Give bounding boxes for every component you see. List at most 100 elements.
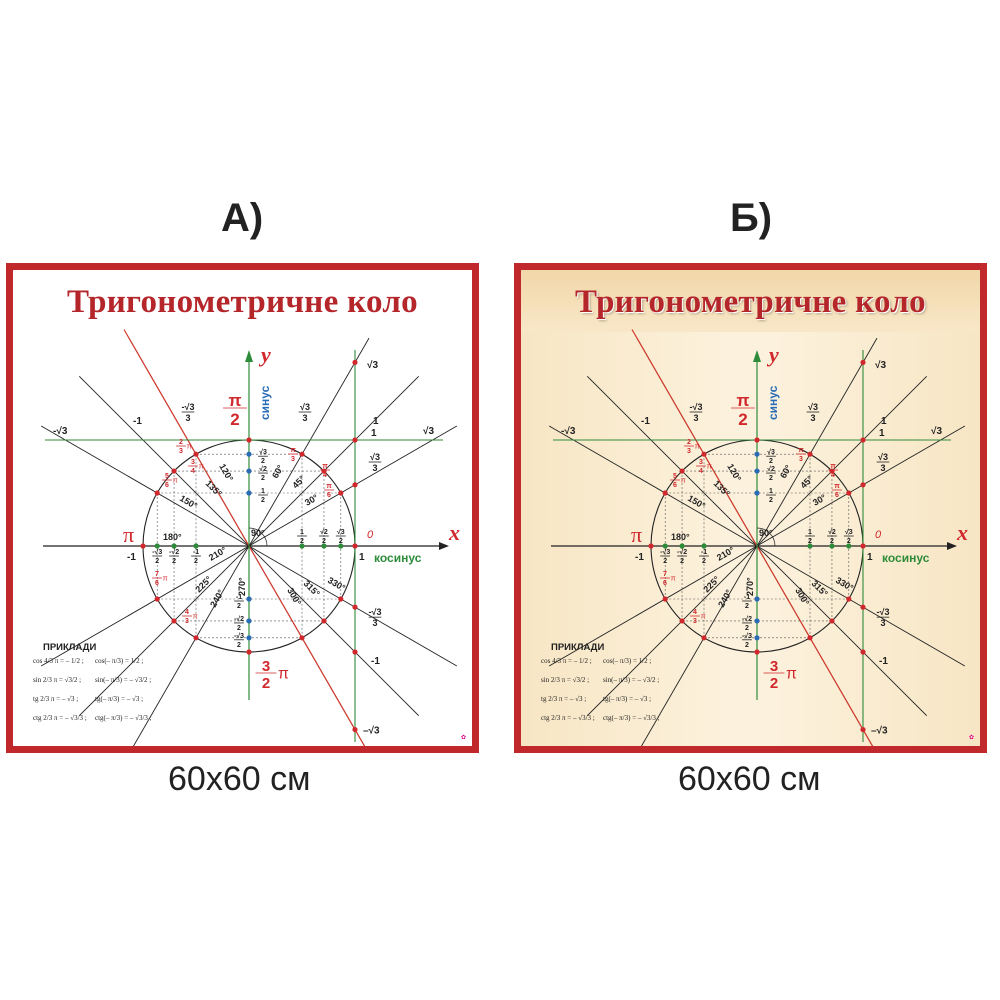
cosine-value-label-den: 2 xyxy=(322,538,326,545)
degree-label: 180° xyxy=(671,532,690,542)
cosine-value-point xyxy=(338,543,344,549)
half-pi-label-num: π xyxy=(228,391,241,410)
cosine-value-label: -12 xyxy=(191,549,201,565)
degree-label: 300° xyxy=(793,586,811,607)
sine-value-label: √22 xyxy=(258,465,268,482)
circle-point xyxy=(193,635,199,641)
tan-label-num: -√3 xyxy=(369,607,382,617)
radian-label: 7 6π xyxy=(152,571,168,587)
circle-point xyxy=(246,437,252,443)
circle-point xyxy=(338,596,344,602)
tan-point xyxy=(860,437,866,443)
circle-point xyxy=(648,543,654,549)
radian-label-den: 6 xyxy=(155,580,159,587)
sine-value-label-num: √2 xyxy=(259,465,267,473)
poster-title: Тригонометричне коло xyxy=(67,284,418,320)
cot-label: -1 xyxy=(641,416,650,427)
radian-label: 2 3π xyxy=(176,439,192,455)
cosine-value-label: -12 xyxy=(699,549,709,565)
degree-label: 180° xyxy=(163,532,182,542)
cosine-value-label-num: -1 xyxy=(701,549,707,556)
x-axis-label: x xyxy=(448,520,460,545)
example-formula: ctg(– π/3) = – √3/3 ; xyxy=(95,714,152,722)
sine-value-label: √32 xyxy=(258,448,268,465)
radian-label-num: 3 xyxy=(191,459,195,466)
radian-label-num: 3 xyxy=(699,459,703,466)
degree-label: 120° xyxy=(725,462,743,483)
tan-label: 1 xyxy=(879,428,885,439)
trig-circle-diagram: xy0π1-1синускосинусπ232π30°45°60°90°120°… xyxy=(548,329,968,746)
radian-label: π4 xyxy=(828,463,838,479)
x-one-label: 1 xyxy=(359,552,365,563)
circle-point xyxy=(299,451,305,457)
circle-point xyxy=(846,490,852,496)
sine-value-point xyxy=(754,596,760,602)
cosine-value-label-den: 2 xyxy=(680,558,684,565)
sine-value-point xyxy=(246,468,252,474)
poster-variant-b: Тригонометричне коло x y 0 π 1 -1 синус косинус… xyxy=(514,263,987,753)
cot-label: √3 xyxy=(423,426,434,437)
radian-label: 4 3π xyxy=(182,609,198,625)
cosine-value-label: -√22 xyxy=(677,548,687,565)
tan-point xyxy=(352,482,358,488)
example-row: sin 2/3 π = √3/2 ; sin(– π/3) = – √3/2 ; xyxy=(33,676,168,695)
example-row: cos 4/3 π = – 1/2 ; cos(– π/3) = 1/2 ; xyxy=(541,657,676,676)
example-formula: ctg(– π/3) = – √3/3 ; xyxy=(603,714,660,722)
tan-label: –√3 xyxy=(871,726,888,737)
three-half-pi-label: 32π xyxy=(763,658,797,692)
sine-value-label-num: 1 xyxy=(261,488,265,495)
half-pi-label: π2 xyxy=(223,391,247,429)
y-axis-label: y xyxy=(258,342,271,367)
sine-value-label: -√22 xyxy=(234,615,244,632)
tan-label: √3 xyxy=(367,360,378,371)
sine-value-point xyxy=(246,635,252,641)
cot-label-den: 3 xyxy=(185,413,190,423)
radian-label-num: π xyxy=(830,463,836,470)
degree-label: 90° xyxy=(251,528,265,538)
circle-point xyxy=(352,543,358,549)
degree-label: 300° xyxy=(285,586,303,607)
sine-value-point xyxy=(246,490,252,496)
cot-label: √33 xyxy=(806,402,820,423)
radian-label-num: π xyxy=(322,463,328,470)
radian-label-num: π xyxy=(834,483,840,490)
radian-label-sym: π xyxy=(707,461,712,470)
tan-point xyxy=(352,726,358,733)
cosine-value-label-den: 2 xyxy=(155,558,159,565)
degree-label: 135° xyxy=(712,478,733,499)
circle-point xyxy=(154,490,160,496)
radian-label-num: π xyxy=(290,447,296,454)
tan-label: √33 xyxy=(368,452,382,473)
sine-value-label: 12 xyxy=(258,488,268,504)
cosine-value-label: 12 xyxy=(805,529,815,545)
circle-point xyxy=(662,596,668,602)
cosine-value-label-den: 2 xyxy=(808,538,812,545)
cosine-value-label-num: -√3 xyxy=(660,548,670,556)
cosine-value-point xyxy=(679,543,685,549)
cosine-value-point xyxy=(701,543,707,549)
sine-value-label-den: 2 xyxy=(237,642,241,649)
radian-label-den: 3 xyxy=(799,456,803,463)
radian-label-sym: π xyxy=(193,611,198,620)
radian-label-num: 4 xyxy=(693,609,697,616)
sine-value-label: -√22 xyxy=(742,615,752,632)
degree-label: 45° xyxy=(290,473,307,490)
radian-label-sym: π xyxy=(681,475,686,484)
tan-label-num: √3 xyxy=(878,452,888,462)
sine-value-point xyxy=(246,451,252,457)
degree-label: 315° xyxy=(302,578,323,599)
circle-point xyxy=(701,635,707,641)
three-half-pi-label-den: 2 xyxy=(262,675,270,692)
y-axis-arrow xyxy=(753,350,761,362)
radian-label-num: 2 xyxy=(179,439,183,446)
radian-label-sym: π xyxy=(695,441,700,450)
degree-label: 30° xyxy=(811,492,828,508)
three-half-pi-label: 32π xyxy=(255,658,289,692)
sine-value-label-den: 2 xyxy=(745,642,749,649)
sine-value-label-den: 2 xyxy=(261,458,265,465)
circle-point xyxy=(171,468,177,474)
degree-label: 270° xyxy=(237,577,247,596)
example-formula: sin(– π/3) = – √3/2 ; xyxy=(95,676,152,684)
sine-value-label: -√32 xyxy=(742,632,752,649)
example-formula: tg 2/3 π = – √3 ; xyxy=(33,695,79,703)
